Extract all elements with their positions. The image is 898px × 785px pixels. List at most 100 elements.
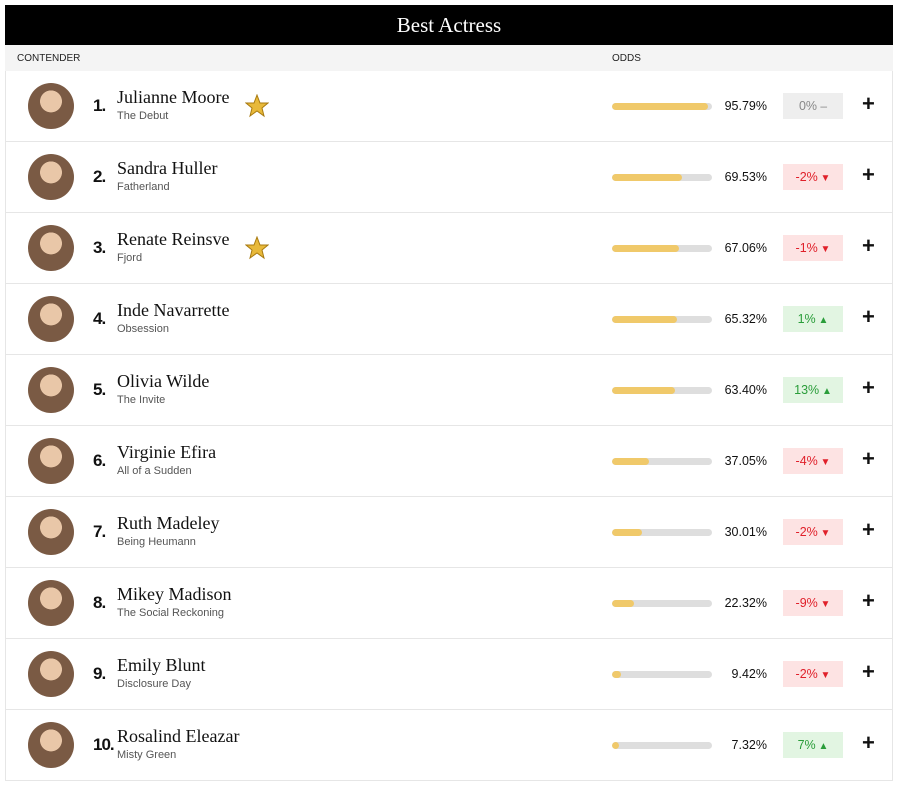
contender-row: 7. Ruth Madeley Being Heumann 30.01% -2% ▼ + [5, 497, 893, 568]
column-header: ODDS [612, 53, 641, 64]
odds-bar-track [612, 103, 712, 110]
odds-value: 37.05% [724, 454, 767, 468]
change-value: 13% [794, 383, 820, 397]
odds-bar [612, 529, 642, 536]
odds-bar-track [612, 387, 712, 394]
film-title: The Invite [117, 394, 166, 406]
rank: 5. [93, 380, 106, 399]
change-value: -4% [795, 454, 818, 468]
expand-button[interactable]: + [862, 304, 875, 329]
contender-row: 6. Virginie Efira All of a Sudden 37.05% -4%… [5, 426, 893, 497]
change-value: -2% [795, 170, 818, 184]
trend-arrow: ▲ [815, 315, 829, 326]
odds-bar [612, 174, 682, 181]
expand-button[interactable]: + [862, 659, 875, 684]
contender-name: Mikey Madison [117, 584, 232, 604]
odds-value: 63.40% [724, 383, 767, 397]
film-title: Being Heumann [117, 536, 196, 548]
film-title: All of a Sudden [117, 465, 192, 477]
avatar [28, 367, 74, 413]
contender-row: 2. Sandra Huller Fatherland 69.53% -2% ▼ + [5, 142, 893, 213]
expand-button[interactable]: + [862, 91, 875, 116]
change-value: 1% [797, 312, 816, 326]
odds-change: 7% ▲ [783, 732, 843, 758]
odds-bar [612, 103, 708, 110]
contender-row: 8. Mikey Madison The Social Reckoning 22.32… [5, 568, 893, 639]
film-title: Disclosure Day [117, 678, 191, 690]
change-value: -2% [795, 525, 818, 539]
contender-row: 3. Renate Reinsve Fjord 67.06% -1% ▼ + [5, 213, 893, 284]
table-header: CONTENDER ODDS [5, 45, 893, 71]
odds-bar [612, 458, 650, 465]
rank: 7. [93, 522, 106, 541]
odds-bar [612, 387, 676, 394]
contender-name: Ruth Madeley [117, 513, 220, 533]
rank: 3. [93, 238, 106, 257]
odds-value: 65.32% [724, 312, 767, 326]
change-value: -9% [795, 596, 818, 610]
odds-bar [612, 742, 620, 749]
avatar [28, 438, 74, 484]
expand-button[interactable]: + [862, 588, 875, 613]
contender-row: 9. Emily Blunt Disclosure Day 9.42% -2% ▼ + [5, 639, 893, 710]
film-title: Fjord [117, 252, 143, 264]
odds-bar-track [612, 671, 712, 678]
contender-name: Emily Blunt [117, 655, 206, 675]
odds-bar [612, 245, 680, 252]
odds-value: 69.53% [724, 170, 767, 184]
odds-change: 13% ▲ [783, 377, 843, 403]
trend-arrow: ▼ [817, 457, 831, 468]
contender-name: Olivia Wilde [117, 371, 210, 391]
avatar [28, 722, 74, 768]
contender-row: 1. Julianne Moore The Debut 95.79% 0% – + [5, 71, 893, 142]
film-title: The Debut [117, 110, 169, 122]
film-title: Obsession [117, 323, 169, 335]
trend-arrow: – [817, 99, 828, 113]
expand-button[interactable]: + [862, 730, 875, 755]
odds-change: 0% – [783, 93, 843, 119]
trend-arrow: ▼ [817, 528, 831, 539]
change-value: -2% [795, 667, 818, 681]
avatar [28, 509, 74, 555]
odds-value: 67.06% [724, 241, 767, 255]
odds-bar [612, 600, 635, 607]
film-title: Misty Green [117, 749, 177, 761]
odds-change: -1% ▼ [783, 235, 843, 261]
trend-arrow: ▼ [817, 244, 831, 255]
expand-button[interactable]: + [862, 162, 875, 187]
film-title: Fatherland [117, 181, 170, 193]
rank: 4. [93, 309, 106, 328]
odds-change: -9% ▼ [783, 590, 843, 616]
change-value: 0% [798, 99, 818, 113]
avatar [28, 296, 74, 342]
contender-name: Julianne Moore [117, 87, 230, 107]
expand-button[interactable]: + [862, 446, 875, 471]
odds-bar [612, 671, 622, 678]
avatar [28, 225, 74, 271]
avatar [28, 580, 74, 626]
odds-change: -4% ▼ [783, 448, 843, 474]
odds-bar-track [612, 316, 712, 323]
star-icon [245, 236, 270, 260]
odds-bar-track [612, 529, 712, 536]
change-value: 7% [797, 738, 816, 752]
odds-bar-track [612, 458, 712, 465]
expand-button[interactable]: + [862, 375, 875, 400]
contender-row: 4. Inde Navarrette Obsession 65.32% 1% ▲ + [5, 284, 893, 355]
trend-arrow: ▼ [817, 670, 831, 681]
rank: 6. [93, 451, 106, 470]
trend-arrow: ▼ [817, 173, 831, 184]
rank: 10. [93, 735, 115, 754]
column-header: CONTENDER [17, 53, 81, 64]
rank: 8. [93, 593, 106, 612]
odds-bar-track [612, 742, 712, 749]
odds-bar-track [612, 600, 712, 607]
film-title: The Social Reckoning [117, 607, 225, 619]
contender-name: Virginie Efira [117, 442, 217, 462]
expand-button[interactable]: + [862, 233, 875, 258]
odds-value: 22.32% [724, 596, 767, 610]
page-title: Best Actress [5, 5, 893, 45]
odds-value: 9.42% [731, 667, 767, 681]
expand-button[interactable]: + [862, 517, 875, 542]
avatar [28, 651, 74, 697]
